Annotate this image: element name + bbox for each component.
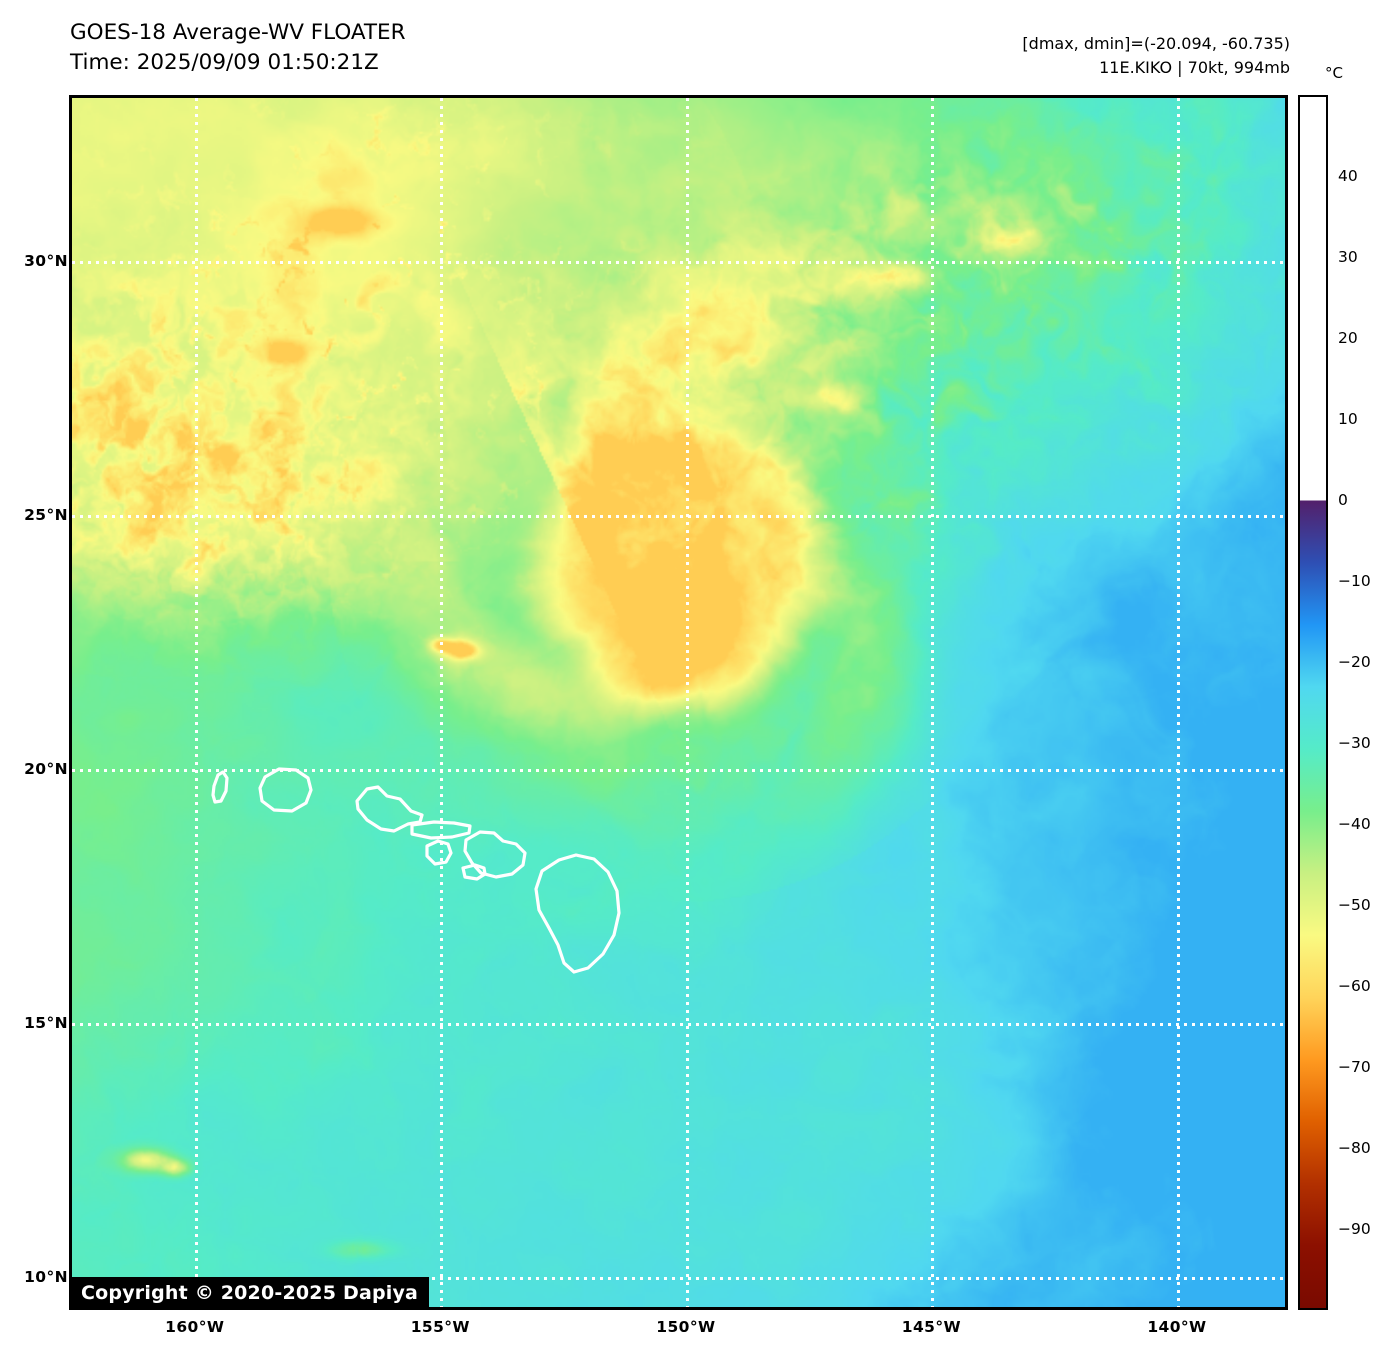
colorbar-unit-label: °C [1325, 64, 1343, 82]
ytick-label: 25°N [24, 505, 68, 524]
satellite-image-plot[interactable] [69, 95, 1288, 1310]
ytick-label: 20°N [24, 759, 68, 778]
xtick-label: 145°W [901, 1318, 962, 1336]
temperature-colorbar[interactable] [1298, 95, 1328, 1310]
storm-info-label: 11E.KIKO | 70kt, 994mb [1099, 58, 1290, 77]
colorbar-tick-label: −30 [1338, 734, 1371, 752]
metadata-block: [dmax, dmin]=(-20.094, -60.735) 11E.KIKO… [1022, 32, 1290, 80]
xtick-label: 160°W [165, 1318, 225, 1336]
title-block: GOES-18 Average-WV FLOATER Time: 2025/09… [70, 18, 406, 78]
colorbar-tick-label: 10 [1338, 410, 1358, 428]
xtick-label: 140°W [1147, 1318, 1207, 1336]
xtick-label: 155°W [410, 1318, 470, 1336]
copyright-banner: Copyright © 2020-2025 Dapiya [69, 1277, 430, 1310]
ytick-label: 10°N [24, 1267, 68, 1286]
colorbar-tick-label: −20 [1338, 653, 1371, 671]
dminmax-label: [dmax, dmin]=(-20.094, -60.735) [1022, 34, 1290, 53]
ytick-label: 30°N [24, 251, 68, 270]
colorbar-gradient [1300, 97, 1326, 1308]
colorbar-tick-label: −90 [1338, 1220, 1371, 1238]
colorbar-tick-label: −70 [1338, 1058, 1371, 1076]
ytick-label: 15°N [24, 1013, 68, 1032]
colorbar-tick-label: −40 [1338, 815, 1371, 833]
colorbar-tick-label: 40 [1338, 167, 1358, 185]
colorbar-tick-label: 0 [1338, 491, 1348, 509]
colorbar-tick-label: −80 [1338, 1139, 1371, 1157]
colorbar-tick-label: −50 [1338, 896, 1371, 914]
page-title: GOES-18 Average-WV FLOATER [70, 20, 406, 45]
timestamp-label: Time: 2025/09/09 01:50:21Z [70, 50, 379, 75]
xtick-label: 150°W [656, 1318, 716, 1336]
colorbar-tick-label: −10 [1338, 572, 1371, 590]
colorbar-tick-label: 30 [1338, 248, 1358, 266]
colorbar-tick-label: −60 [1338, 977, 1371, 995]
water-vapor-raster [72, 98, 1285, 1307]
colorbar-tick-label: 20 [1338, 329, 1358, 347]
